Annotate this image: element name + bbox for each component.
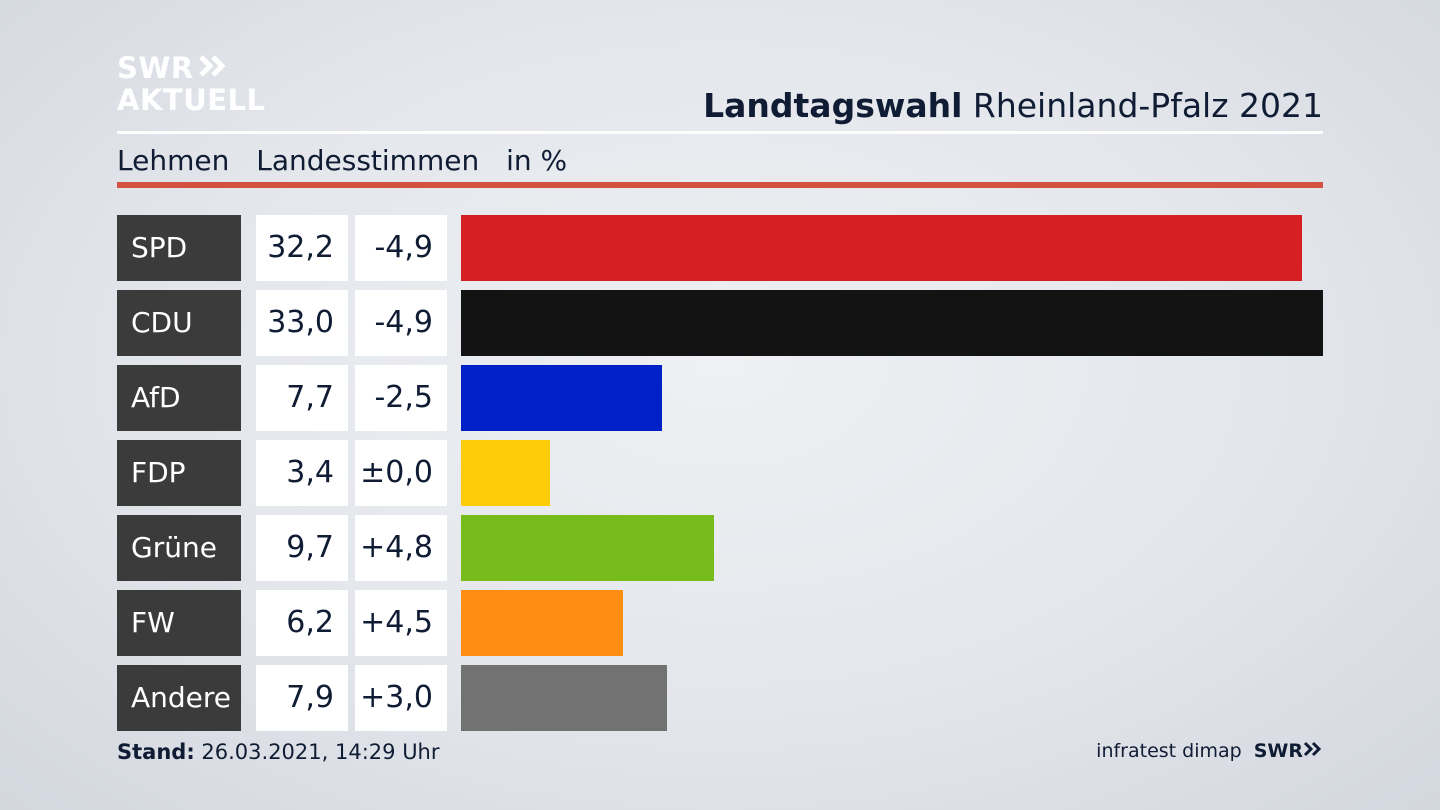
party-label: SPD: [117, 215, 241, 281]
page-title: Landtagswahl Rheinland-Pfalz 2021: [703, 86, 1323, 125]
bar-cdu: [461, 290, 1323, 356]
double-chevron-small-icon: [1303, 740, 1323, 762]
result-value: 33,0: [256, 290, 348, 356]
subtitle-vote-type: Landesstimmen: [256, 144, 480, 177]
party-label: FDP: [117, 440, 241, 506]
logo-text-swr: SWR: [117, 51, 194, 85]
bar-fw: [461, 590, 623, 656]
change-value: +3,0: [355, 665, 447, 731]
stand-label: Stand:: [117, 740, 195, 764]
double-chevron-icon: [198, 54, 228, 83]
chart-row: CDU 33,0 -4,9: [117, 290, 1323, 356]
result-value: 7,7: [256, 365, 348, 431]
change-value: +4,5: [355, 590, 447, 656]
change-value: -2,5: [355, 365, 447, 431]
change-value: -4,9: [355, 290, 447, 356]
chart-row: FDP 3,4 ±0,0: [117, 440, 1323, 506]
footer-timestamp: Stand: 26.03.2021, 14:29 Uhr: [117, 740, 440, 764]
title-rest: Rheinland-Pfalz 2021: [972, 86, 1323, 125]
result-value: 6,2: [256, 590, 348, 656]
swr-footer-text: SWR: [1253, 740, 1303, 762]
chart-row: FW 6,2 +4,5: [117, 590, 1323, 656]
subtitle-location: Lehmen: [117, 144, 230, 177]
change-value: ±0,0: [355, 440, 447, 506]
result-value: 3,4: [256, 440, 348, 506]
chart-subtitle: Lehmen Landesstimmen in %: [117, 144, 585, 177]
logo-text-aktuell: AKTUELL: [117, 83, 266, 117]
header-divider: [117, 131, 1323, 134]
chart-row: AfD 7,7 -2,5: [117, 365, 1323, 431]
bar-afd: [461, 365, 662, 431]
title-bold: Landtagswahl: [703, 86, 963, 125]
party-label: AfD: [117, 365, 241, 431]
party-label: Andere: [117, 665, 241, 731]
result-value: 7,9: [256, 665, 348, 731]
footer-source: infratest dimap SWR: [1096, 740, 1323, 762]
chart-row: SPD 32,2 -4,9: [117, 215, 1323, 281]
bar-andere: [461, 665, 667, 731]
change-value: +4,8: [355, 515, 447, 581]
party-label: Grüne: [117, 515, 241, 581]
chart-row: Andere 7,9 +3,0: [117, 665, 1323, 731]
swr-footer-logo: SWR: [1254, 740, 1323, 762]
result-value: 32,2: [256, 215, 348, 281]
change-value: -4,9: [355, 215, 447, 281]
accent-divider: [117, 182, 1323, 188]
bar-gr-ne: [461, 515, 714, 581]
party-label: CDU: [117, 290, 241, 356]
bar-spd: [461, 215, 1302, 281]
result-value: 9,7: [256, 515, 348, 581]
source-label: infratest dimap: [1096, 740, 1242, 762]
subtitle-unit: in %: [506, 144, 568, 177]
swr-aktuell-logo: SWR AKTUELL: [117, 54, 266, 115]
bar-fdp: [461, 440, 550, 506]
stand-value: 26.03.2021, 14:29 Uhr: [201, 740, 440, 764]
party-label: FW: [117, 590, 241, 656]
chart-row: Grüne 9,7 +4,8: [117, 515, 1323, 581]
